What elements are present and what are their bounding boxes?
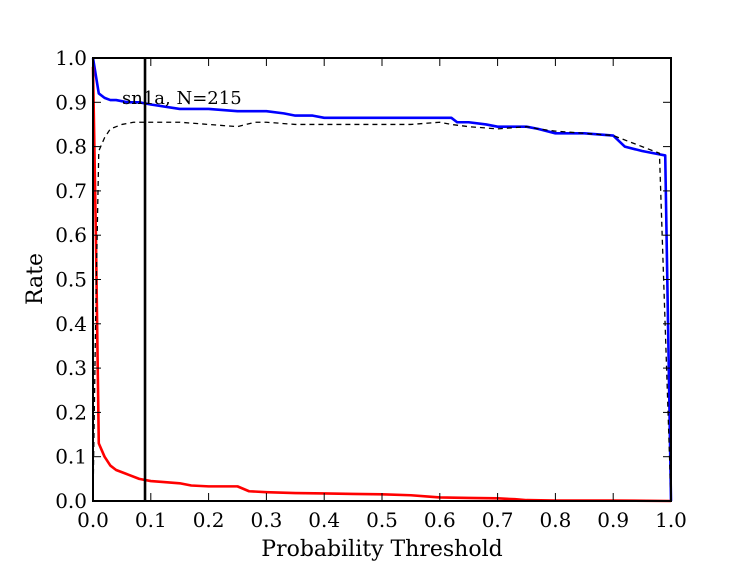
- x-axis-label: Probability Threshold: [261, 537, 502, 561]
- annotation-label: sn1a, N=215: [122, 88, 242, 109]
- plot-frame: [92, 57, 672, 502]
- series-line-0: [91, 57, 673, 502]
- ticks-layer: 0.0 0.1 0.2 0.3 0.4 0.5 0.6 0.7 0.8 0.9 1.0 0.0 0.1 0…: [55, 46, 687, 532]
- y-tick-label: 0.3: [55, 356, 87, 380]
- x-tick-label: 0.9: [597, 508, 629, 532]
- y-tick-label: 0.9: [55, 90, 87, 114]
- x-tick-label: 0.6: [424, 508, 456, 532]
- y-tick-label: 0.7: [55, 179, 87, 203]
- x-tick-label: 0.4: [308, 508, 340, 532]
- y-tick-label: 0.0: [55, 489, 87, 513]
- series-line-2: [92, 121, 672, 502]
- x-tick-label: 0.7: [482, 508, 514, 532]
- y-tick-label: 1.0: [55, 46, 87, 70]
- y-axis-label: Rate: [23, 253, 48, 305]
- y-tick-label: 0.1: [55, 445, 87, 469]
- x-tick-label: 0.3: [250, 508, 282, 532]
- x-tick-label: 0.2: [193, 508, 225, 532]
- x-tick-label: 0.8: [539, 508, 571, 532]
- y-tick-label: 0.6: [55, 223, 87, 247]
- x-tick-label: 0.0: [77, 508, 109, 532]
- x-tick-label: 1.0: [655, 508, 687, 532]
- y-tick-label: 0.5: [55, 268, 87, 292]
- y-tick-label: 0.4: [55, 312, 87, 336]
- y-tick-label: 0.8: [55, 135, 87, 159]
- marks-layer: [91, 57, 673, 503]
- series-line-1: [91, 66, 672, 503]
- x-tick-label: 0.1: [135, 508, 167, 532]
- x-tick-label: 0.5: [366, 508, 398, 532]
- y-tick-label: 0.2: [55, 400, 87, 424]
